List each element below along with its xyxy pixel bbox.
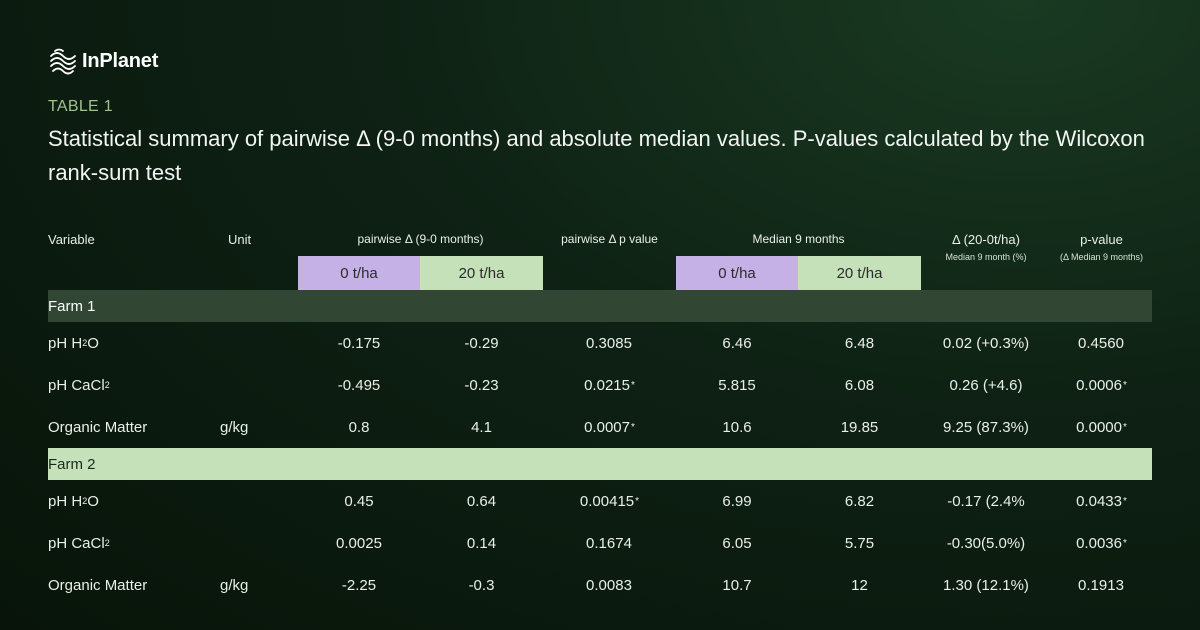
row-pairwise-20: 0.64 xyxy=(466,492,497,510)
row-pairwise-20: 0.14 xyxy=(466,534,497,552)
row-unit xyxy=(220,480,298,522)
row-variable: pH CaCl 2 xyxy=(48,534,110,552)
row-median-20: 6.82 xyxy=(844,492,875,510)
header-row: Variable Unit pairwise Δ (9-0 months) pa… xyxy=(48,222,1152,263)
row-unit xyxy=(220,522,298,564)
header-pvalue: p-value (Δ Median 9 months) xyxy=(1051,222,1152,290)
row-delta: 9.25 (87.3%) xyxy=(943,418,1029,436)
row-pairwise-0: -0.175 xyxy=(337,334,381,352)
row-pvalue: 0.0036 * xyxy=(1076,534,1127,552)
row-pvalue: 0.0006 * xyxy=(1076,376,1127,394)
header-variable: Variable xyxy=(48,231,95,247)
row-median-20: 19.85 xyxy=(840,418,879,436)
row-median-20: 5.75 xyxy=(844,534,875,552)
row-median-0: 5.815 xyxy=(718,376,756,394)
table-title: Statistical summary of pairwise Δ (9-0 m… xyxy=(48,126,1145,185)
farm-2-band: Farm 2 xyxy=(48,448,1152,480)
row-variable: pH CaCl 2 xyxy=(48,376,110,394)
row-unit: g/kg xyxy=(220,576,249,594)
dose-header-row: 0 t/ha 20 t/ha 0 t/ha 20 t/ha xyxy=(48,256,1152,290)
row-median-20: 6.08 xyxy=(844,376,875,394)
row-pairwise-0: 0.8 xyxy=(348,418,370,436)
row-unit xyxy=(220,364,298,406)
header-pvalue-label: p-value xyxy=(1080,232,1123,247)
header-pairwise: pairwise Δ (9-0 months) xyxy=(357,232,484,246)
row-pairwise-20: -0.29 xyxy=(464,334,499,352)
row-delta: 1.30 (12.1%) xyxy=(943,576,1029,594)
table-row: pH CaCl 2 0.0025 0.14 0.1674 6.05 5.75 -0… xyxy=(48,522,1152,564)
median-dose-0: 0 t/ha xyxy=(676,256,798,290)
row-pairwise-0: 0.0025 xyxy=(336,534,382,552)
table-label: TABLE 1 xyxy=(48,98,113,115)
header-unit: Unit xyxy=(228,231,252,247)
row-pairwise-p: 0.0215 * xyxy=(584,376,635,394)
row-delta: 0.26 (+4.6) xyxy=(949,376,1023,394)
row-pairwise-p: 0.1674 xyxy=(586,534,632,552)
farm-1-label: Farm 1 xyxy=(48,297,96,315)
row-pairwise-p: 0.0007 * xyxy=(584,418,635,436)
row-pvalue: 0.4560 xyxy=(1078,334,1124,352)
row-median-0: 6.05 xyxy=(722,534,752,552)
summary-table: Variable Unit pairwise Δ (9-0 months) pa… xyxy=(48,222,1152,606)
row-delta: -0.17 (2.4% xyxy=(947,492,1025,510)
header-delta-label: Δ (20-0t/ha) xyxy=(952,232,1020,247)
header-median9: Median 9 months xyxy=(752,232,845,246)
row-variable: Organic Matter xyxy=(48,576,148,594)
row-pairwise-0: -2.25 xyxy=(341,576,377,594)
header-pairwise-p: pairwise Δ p value xyxy=(561,232,658,246)
row-unit xyxy=(220,322,298,364)
row-pvalue: 0.1913 xyxy=(1078,576,1124,594)
farm-2-label: Farm 2 xyxy=(48,455,96,473)
row-median-0: 10.6 xyxy=(722,418,752,436)
row-pairwise-p: 0.3085 xyxy=(586,334,632,352)
row-median-20: 12 xyxy=(851,576,868,594)
row-delta: 0.02 (+0.3%) xyxy=(942,334,1030,352)
row-pairwise-p: 0.00415 * xyxy=(579,492,640,510)
row-pairwise-p: 0.0083 xyxy=(586,576,632,594)
table-row: pH CaCl 2 -0.495 -0.23 0.0215 * 5.815 6.08… xyxy=(48,364,1152,406)
row-median-0: 6.99 xyxy=(722,492,752,510)
row-pairwise-20: -0.23 xyxy=(464,376,499,394)
inplanet-logo-icon xyxy=(50,48,76,75)
table-row: Organic Matter g/kg 0.8 4.1 0.0007 * 10.6… xyxy=(48,406,1152,448)
header-delta-sub: Median 9 month (%) xyxy=(945,252,1027,262)
header-pvalue-sub: (Δ Median 9 months) xyxy=(1059,252,1144,262)
row-pairwise-20: 4.1 xyxy=(471,418,492,436)
pairwise-dose-20: 20 t/ha xyxy=(420,256,543,290)
median-dose-20: 20 t/ha xyxy=(798,256,921,290)
row-pvalue: 0.0000 * xyxy=(1076,418,1127,436)
row-median-0: 6.46 xyxy=(722,334,752,352)
row-median-20: 6.48 xyxy=(844,334,875,352)
row-pairwise-20: -0.3 xyxy=(468,576,495,594)
row-unit: g/kg xyxy=(220,418,249,436)
row-pvalue: 0.0433 * xyxy=(1076,492,1127,510)
table-row: Organic Matter g/kg -2.25 -0.3 0.0083 10… xyxy=(48,564,1152,606)
row-pairwise-0: 0.45 xyxy=(344,492,374,510)
row-pairwise-0: -0.495 xyxy=(337,376,381,394)
row-variable: Organic Matter xyxy=(48,418,148,436)
row-median-0: 10.7 xyxy=(722,576,752,594)
header-delta: Δ (20-0t/ha) Median 9 month (%) xyxy=(921,222,1051,290)
brand-name: InPlanet xyxy=(82,49,159,72)
farm-1-band: Farm 1 xyxy=(48,290,1152,322)
row-delta: -0.30(5.0%) xyxy=(946,534,1026,552)
brand-logo: InPlanet xyxy=(48,47,158,75)
pairwise-dose-0: 0 t/ha xyxy=(298,256,420,290)
